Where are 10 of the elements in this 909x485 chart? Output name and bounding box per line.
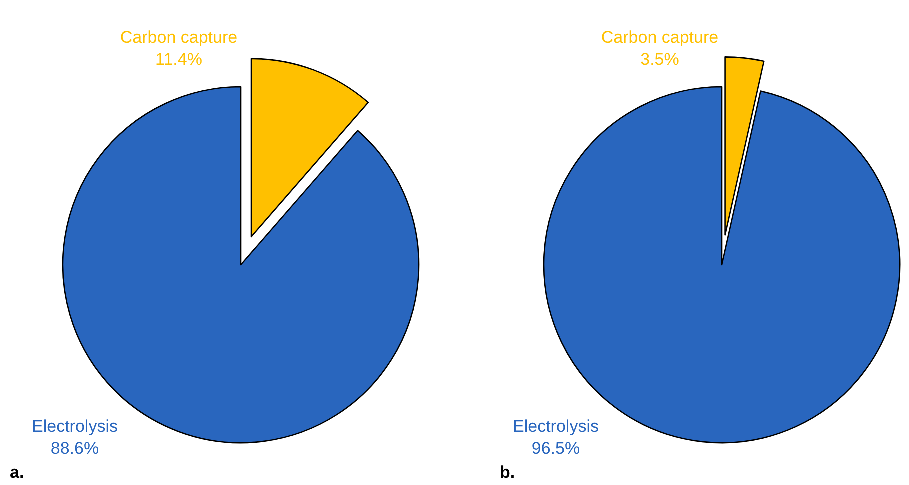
text: b. [500,463,516,482]
text: a. [10,463,24,482]
slice-label: Carbon capture [601,28,719,47]
data-label: 96.5% [532,439,580,458]
slice-label: Electrolysis [32,417,118,436]
data-label: 3.5% [640,50,680,69]
data-label: 88.6% [50,439,100,458]
data-label: 11.4% [156,50,202,69]
slice-label: Electrolysis [513,417,599,436]
slice-label: Carbon capture [120,28,238,47]
